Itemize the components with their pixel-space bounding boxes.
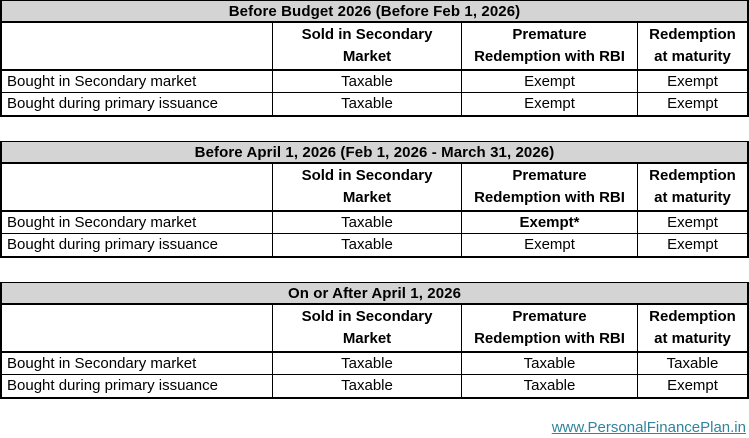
- cell-sold-secondary: Taxable: [273, 375, 462, 397]
- corner-cell: [2, 23, 273, 71]
- cell-sold-secondary: Taxable: [273, 93, 462, 115]
- col-header-line: Redemption: [649, 308, 736, 325]
- footer: www.PersonalFinancePlan.in: [0, 419, 749, 437]
- cell-premature-redemption: Exempt: [462, 93, 638, 115]
- table-title: Before April 1, 2026 (Feb 1, 2026 - Marc…: [2, 142, 747, 164]
- col-header-premature-redemption-rbi: Premature Redemption with RBI: [462, 305, 638, 353]
- col-header-line: at maturity: [654, 330, 731, 347]
- table-before-april-2026: Before April 1, 2026 (Feb 1, 2026 - Marc…: [0, 141, 749, 258]
- col-header-line: Market: [342, 330, 392, 347]
- col-header-line: Sold in Secondary: [301, 167, 433, 184]
- corner-cell: [2, 305, 273, 353]
- cell-premature-redemption: Exempt: [462, 71, 638, 93]
- col-header-line: Sold in Secondary: [301, 26, 433, 43]
- col-header-line: Market: [342, 48, 392, 65]
- cell-redemption-maturity: Exempt: [638, 71, 747, 93]
- corner-cell: [2, 164, 273, 212]
- col-header-sold-in-secondary-market: Sold in Secondary Market: [273, 23, 462, 71]
- col-header-redemption-at-maturity: Redemption at maturity: [638, 23, 747, 71]
- table-grid: Sold in Secondary Market Premature Redem…: [2, 305, 747, 397]
- cell-sold-secondary: Taxable: [273, 212, 462, 234]
- table-title: On or After April 1, 2026: [2, 283, 747, 305]
- col-header-line: Redemption with RBI: [474, 48, 625, 65]
- row-label-bought-secondary: Bought in Secondary market: [2, 71, 273, 93]
- cell-redemption-maturity: Exempt: [667, 95, 718, 112]
- cell-sold-secondary: Taxable: [273, 71, 462, 93]
- col-header-line: at maturity: [654, 48, 731, 65]
- col-header-sold-in-secondary-market: Sold in Secondary Market: [273, 164, 462, 212]
- col-header-line: Redemption with RBI: [474, 189, 625, 206]
- row-label-bought-primary: Bought during primary issuance: [2, 93, 273, 115]
- table-grid: Sold in Secondary Market Premature Redem…: [2, 164, 747, 256]
- table-before-budget-2026: Before Budget 2026 (Before Feb 1, 2026) …: [0, 0, 749, 117]
- col-header-line: Redemption: [649, 26, 736, 43]
- col-header-redemption-at-maturity: Redemption at maturity: [638, 305, 747, 353]
- col-header-redemption-at-maturity: Redemption at maturity: [638, 164, 747, 212]
- cell-premature-redemption: Taxable: [462, 375, 638, 397]
- col-header-line: Redemption with RBI: [474, 330, 625, 347]
- cell-premature-redemption: Taxable: [462, 353, 638, 375]
- row-label-bought-primary: Bought during primary issuance: [2, 234, 273, 256]
- cell-sold-secondary: Taxable: [273, 353, 462, 375]
- row-label-bought-primary: Bought during primary issuance: [2, 375, 273, 397]
- col-header-line: Redemption: [649, 167, 736, 184]
- cell-redemption-maturity: Exempt: [638, 212, 747, 234]
- cell-premature-redemption: Exempt*: [462, 212, 638, 234]
- col-header-line: at maturity: [654, 189, 731, 206]
- table-grid: Sold in Secondary Market Premature Redem…: [2, 23, 747, 115]
- col-header-line: Premature: [512, 167, 587, 184]
- col-header-premature-redemption-rbi: Premature Redemption with RBI: [462, 23, 638, 71]
- row-label-bought-secondary: Bought in Secondary market: [2, 212, 273, 234]
- col-header-line: Premature: [512, 308, 587, 325]
- cell-redemption-maturity: Taxable: [638, 353, 747, 375]
- cell-premature-redemption: Exempt: [462, 234, 638, 256]
- cell-sold-secondary: Taxable: [273, 234, 462, 256]
- col-header-line: Market: [342, 189, 392, 206]
- cell-redemption-maturity: Exempt: [667, 377, 718, 394]
- table-on-or-after-april-2026: On or After April 1, 2026 Sold in Second…: [0, 282, 749, 399]
- website-link[interactable]: www.PersonalFinancePlan.in: [551, 419, 746, 436]
- table-title: Before Budget 2026 (Before Feb 1, 2026): [2, 1, 747, 23]
- cell-redemption-maturity: Exempt: [667, 236, 718, 253]
- col-header-line: Premature: [512, 26, 587, 43]
- col-header-premature-redemption-rbi: Premature Redemption with RBI: [462, 164, 638, 212]
- row-label-bought-secondary: Bought in Secondary market: [2, 353, 273, 375]
- col-header-sold-in-secondary-market: Sold in Secondary Market: [273, 305, 462, 353]
- col-header-line: Sold in Secondary: [301, 308, 433, 325]
